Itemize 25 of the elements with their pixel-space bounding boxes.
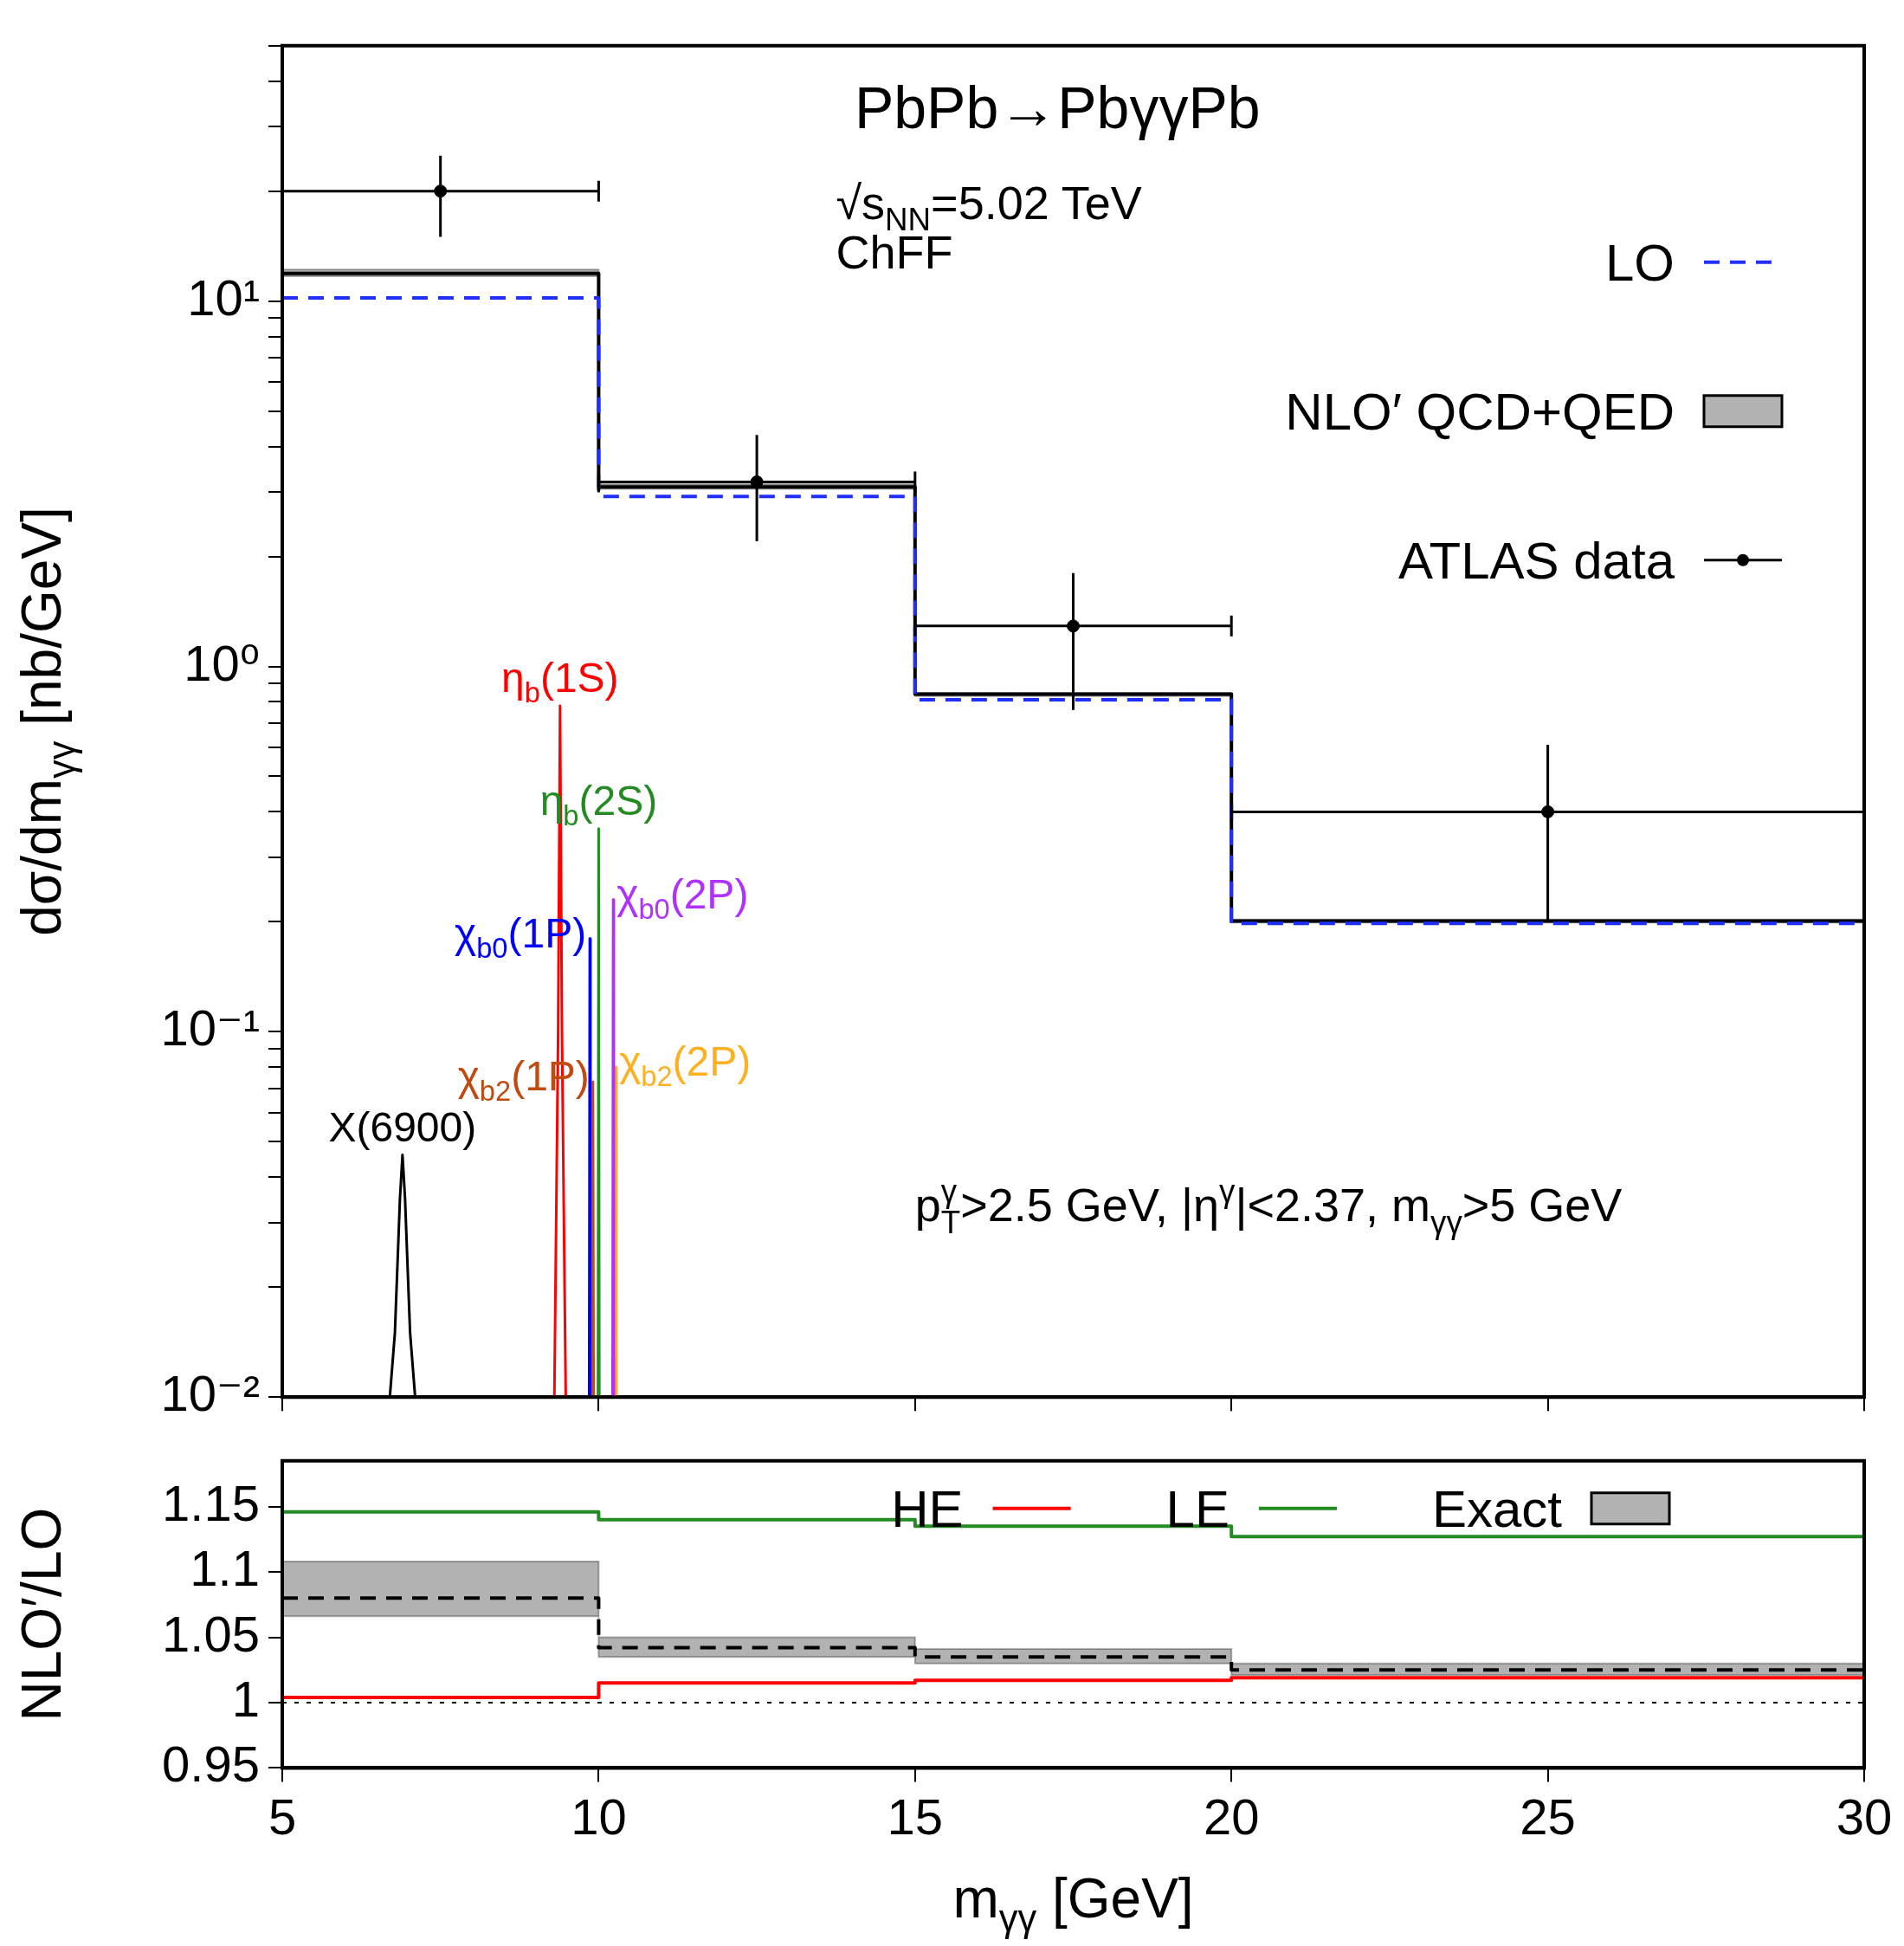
x-tick-label: 30: [1836, 1788, 1893, 1846]
text: PbPb→PbγγPb: [854, 74, 1261, 140]
legend-label: LE: [1165, 1479, 1230, 1538]
legend-label: Exact: [1431, 1479, 1563, 1538]
x-tick-label: 15: [887, 1788, 944, 1846]
x-tick-label: 10: [571, 1788, 627, 1846]
legend-label: NLO′ QCD+QED: [1285, 382, 1675, 441]
x-tick-label: 20: [1203, 1788, 1260, 1846]
y-tick-label: 10⁻²: [160, 1365, 260, 1422]
y-tick-label: 10⁰: [184, 634, 260, 691]
y-tick-label: 10⁻¹: [160, 999, 260, 1057]
y-tick-label: 10¹: [187, 268, 260, 326]
legend-label: LO: [1604, 233, 1675, 292]
y-axis-title: NLO′/LO: [10, 1507, 73, 1722]
series-label: X(6900): [328, 1103, 477, 1150]
x-tick-label: 5: [268, 1788, 297, 1846]
y-axis-title: dσ/dmγγ [nb/GeV]: [10, 507, 82, 936]
y-tick-label: 1: [231, 1670, 260, 1727]
y-tick-label: 0.95: [162, 1736, 260, 1793]
y-tick-label: 1.05: [162, 1605, 260, 1662]
legend-label: HE: [891, 1479, 964, 1538]
legend-label: ATLAS data: [1397, 531, 1675, 590]
y-tick-label: 1.1: [190, 1540, 260, 1597]
x-tick-label: 25: [1520, 1788, 1576, 1846]
y-tick-label: 1.15: [162, 1474, 260, 1531]
